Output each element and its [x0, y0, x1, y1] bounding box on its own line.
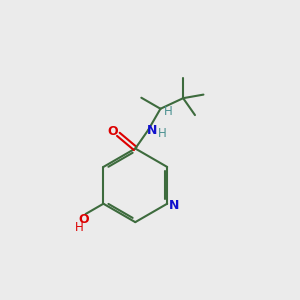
Text: H: H: [158, 128, 167, 140]
Text: O: O: [108, 125, 118, 139]
Text: H: H: [164, 105, 173, 118]
Text: N: N: [147, 124, 158, 137]
Text: O: O: [79, 213, 89, 226]
Text: N: N: [168, 199, 179, 212]
Text: H: H: [75, 221, 83, 234]
